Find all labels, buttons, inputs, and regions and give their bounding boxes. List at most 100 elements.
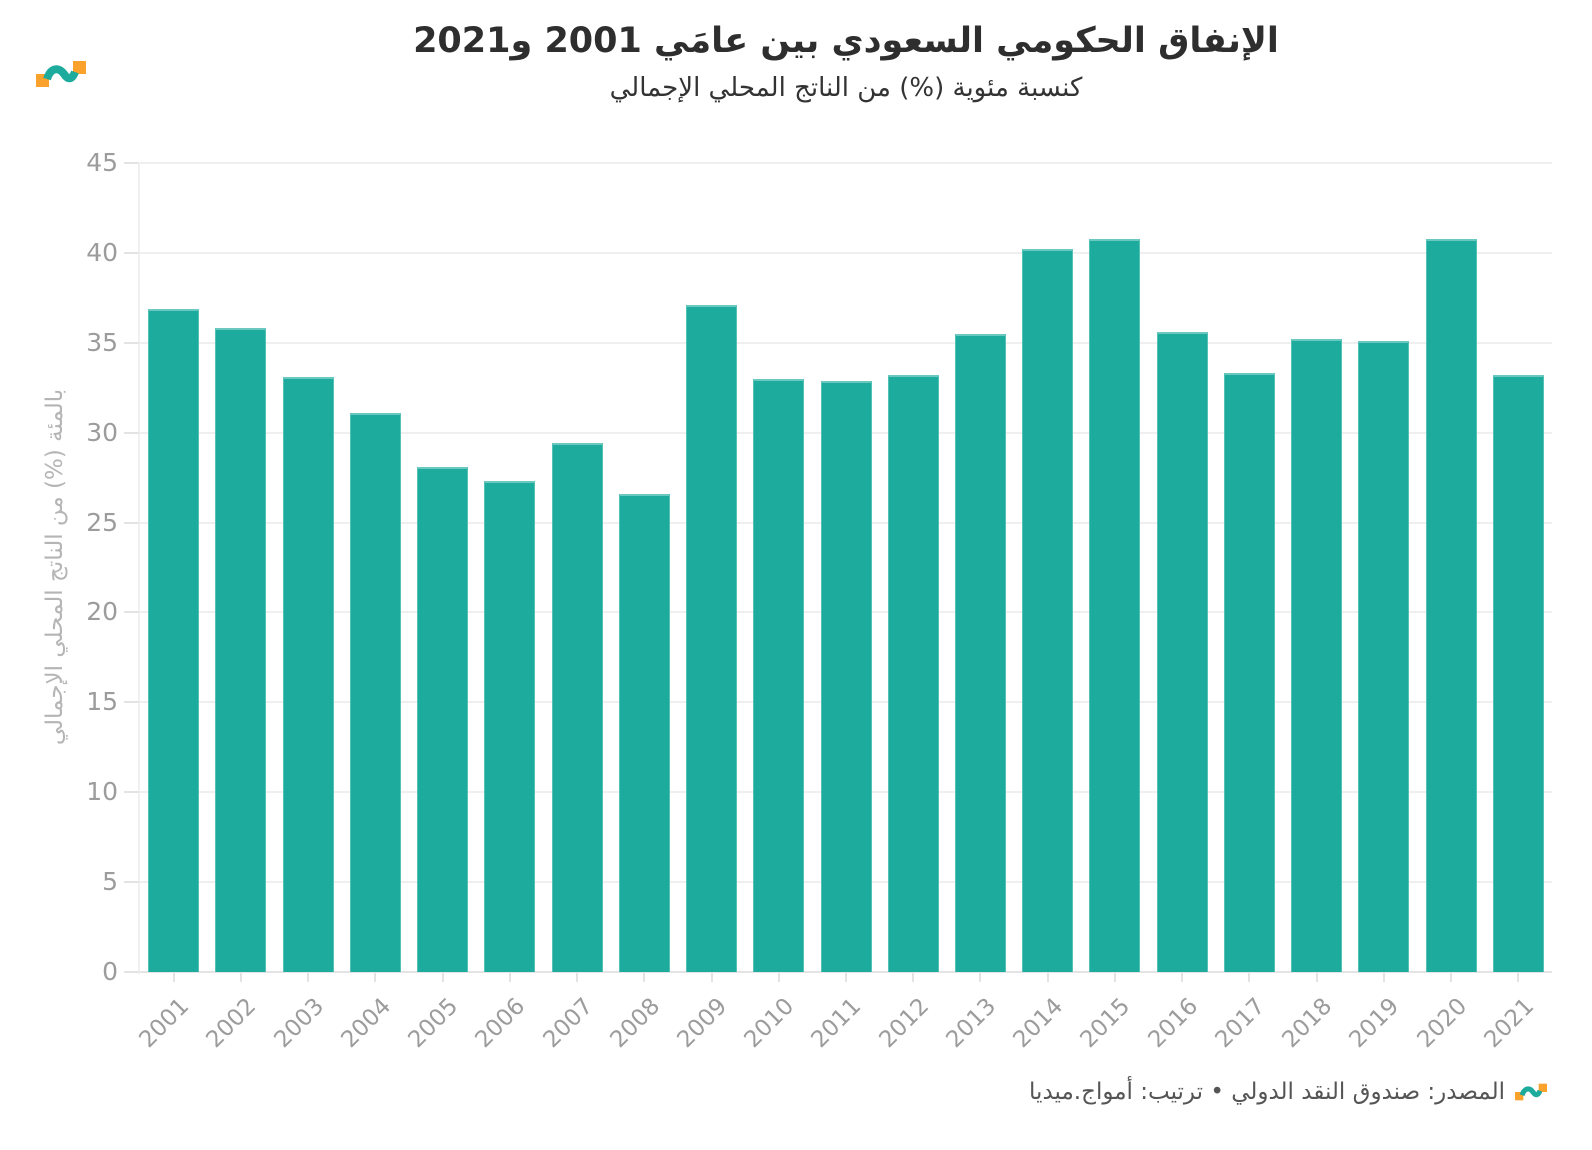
x-tick — [239, 972, 242, 982]
x-tick — [374, 972, 377, 982]
bar-2012[interactable] — [887, 375, 939, 972]
bar-2008[interactable] — [618, 493, 670, 972]
bar-2018[interactable] — [1291, 339, 1343, 972]
y-tick — [124, 881, 139, 884]
x-tick — [643, 972, 646, 982]
bar-2001[interactable] — [148, 308, 200, 972]
x-tick-label: 2004 — [336, 993, 397, 1054]
x-tick — [307, 972, 310, 982]
y-tick-label: 10 — [86, 777, 118, 807]
x-tick-label: 2005 — [403, 993, 464, 1054]
bar-2006[interactable] — [484, 481, 536, 972]
x-tick-label: 2010 — [739, 993, 800, 1054]
x-tick — [979, 972, 982, 982]
y-tick-label: 30 — [86, 417, 118, 447]
x-tick-label: 2021 — [1479, 993, 1540, 1054]
x-tick-label: 2016 — [1143, 993, 1203, 1054]
x-tick-label: 2003 — [269, 993, 329, 1054]
chart-header: الإنفاق الحكومي السعودي بين عامَي 2001 و… — [0, 16, 1592, 106]
y-tick — [124, 162, 139, 164]
x-tick-label: 2002 — [201, 993, 262, 1054]
x-tick-label: 2018 — [1277, 993, 1338, 1054]
bar-2007[interactable] — [551, 443, 603, 972]
x-tick-label: 2007 — [537, 993, 598, 1054]
bar-2020[interactable] — [1425, 238, 1477, 972]
x-tick-label: 2008 — [605, 993, 665, 1054]
x-tick — [845, 972, 847, 982]
x-tick-label: 2015 — [1075, 993, 1136, 1054]
bar-2014[interactable] — [1022, 249, 1074, 972]
x-tick — [172, 972, 175, 982]
x-tick — [1046, 972, 1049, 982]
bar-2016[interactable] — [1156, 331, 1208, 972]
x-tick — [1517, 972, 1520, 982]
x-tick — [777, 972, 780, 982]
amwaj-logo-icon — [36, 61, 86, 87]
bar-2017[interactable] — [1223, 373, 1275, 972]
x-tick — [1382, 972, 1385, 982]
logo-teal-wave — [43, 65, 79, 83]
gridline — [140, 251, 1552, 254]
gridline — [140, 341, 1552, 344]
source-text: المصدر: صندوق النقد الدولي • ترتيب: أموا… — [1029, 1079, 1505, 1105]
x-tick-label: 2006 — [470, 993, 531, 1054]
y-tick-label: 15 — [86, 687, 118, 717]
y-tick — [124, 341, 139, 344]
x-tick — [576, 972, 579, 982]
amwaj-logo-icon-small — [1515, 1083, 1547, 1101]
y-tick-label: 25 — [86, 507, 118, 537]
x-tick — [912, 972, 915, 982]
y-tick-label: 45 — [86, 148, 118, 177]
bar-2019[interactable] — [1358, 340, 1410, 972]
x-tick — [1248, 972, 1251, 982]
x-tick-label: 2009 — [672, 993, 733, 1054]
x-tick — [1181, 972, 1184, 982]
x-tick — [441, 972, 444, 982]
bar-2011[interactable] — [820, 380, 872, 972]
x-tick — [1315, 972, 1318, 982]
gridline — [140, 162, 1552, 164]
bar-2004[interactable] — [349, 412, 401, 972]
x-tick — [710, 972, 713, 982]
bar-2010[interactable] — [753, 378, 805, 972]
y-tick — [124, 701, 139, 704]
y-tick-label: 5 — [102, 867, 118, 897]
x-tick-label: 2019 — [1344, 993, 1405, 1054]
amwaj-logo — [36, 55, 86, 93]
y-tick — [124, 521, 139, 524]
x-tick-label: 2014 — [1008, 993, 1069, 1054]
x-tick — [1450, 972, 1453, 982]
y-axis-line — [138, 163, 140, 974]
y-tick-label: 20 — [86, 597, 118, 627]
x-tick-label: 2012 — [874, 993, 934, 1054]
y-tick-label: 0 — [102, 957, 118, 986]
chart-subtitle: كنسبة مئوية (%) من الناتج المحلي الإجمال… — [609, 73, 1083, 103]
y-tick-label: 40 — [86, 237, 118, 267]
bar-2002[interactable] — [215, 328, 267, 972]
y-tick — [124, 431, 139, 434]
x-tick-label: 2001 — [134, 993, 195, 1054]
chart-title: الإنفاق الحكومي السعودي بين عامَي 2001 و… — [413, 21, 1279, 61]
x-tick-label: 2013 — [941, 993, 1002, 1054]
bar-2003[interactable] — [282, 376, 334, 972]
bar-2021[interactable] — [1492, 375, 1544, 972]
y-tick-label: 35 — [86, 327, 118, 357]
y-tick — [124, 251, 139, 254]
bar-2015[interactable] — [1089, 238, 1141, 972]
bar-2013[interactable] — [954, 333, 1006, 972]
y-tick — [124, 971, 139, 973]
y-tick — [124, 611, 139, 614]
y-tick — [124, 791, 139, 794]
logo-orange-square-left — [1515, 1092, 1524, 1101]
x-tick-label: 2020 — [1412, 993, 1472, 1054]
logo-orange-square-right — [1538, 1083, 1547, 1092]
x-tick — [508, 972, 511, 982]
source-footer: المصدر: صندوق النقد الدولي • ترتيب: أموا… — [1029, 1072, 1547, 1112]
bar-2009[interactable] — [686, 305, 738, 972]
x-tick-label: 2011 — [806, 993, 867, 1054]
x-tick — [1113, 972, 1116, 982]
x-tick-label: 2017 — [1210, 993, 1271, 1054]
logo-orange-square-right — [73, 61, 86, 74]
bar-2005[interactable] — [417, 466, 469, 972]
